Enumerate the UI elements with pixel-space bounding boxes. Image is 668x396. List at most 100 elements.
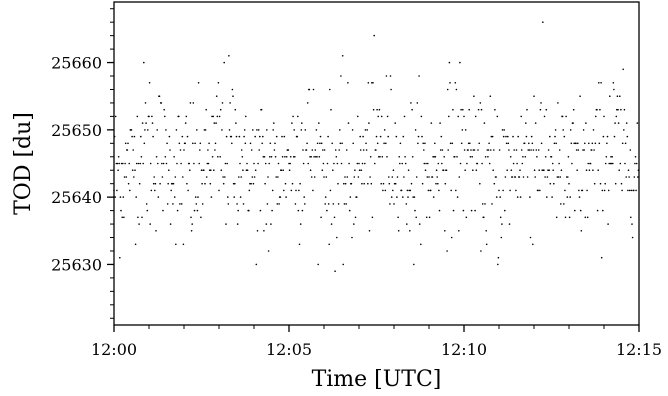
- data-point: [490, 149, 492, 151]
- data-point: [467, 142, 470, 145]
- data-point: [399, 142, 402, 145]
- data-point: [578, 189, 580, 192]
- y-tick-label: 25640: [51, 188, 102, 207]
- data-point: [269, 156, 271, 158]
- data-point: [426, 176, 429, 178]
- data-point: [528, 149, 531, 151]
- data-point: [323, 149, 326, 151]
- data-point: [516, 196, 519, 198]
- data-point: [161, 176, 164, 178]
- data-point: [551, 196, 553, 198]
- data-point: [586, 189, 588, 192]
- data-point: [537, 149, 540, 151]
- data-point: [235, 122, 237, 124]
- data-point: [362, 135, 364, 138]
- data-point: [176, 209, 179, 212]
- data-point: [441, 149, 444, 151]
- data-point: [504, 176, 507, 178]
- data-point: [290, 189, 293, 192]
- data-point: [512, 162, 515, 165]
- data-point: [144, 129, 146, 131]
- data-point: [270, 223, 272, 225]
- data-point: [397, 216, 399, 219]
- data-point: [118, 162, 120, 165]
- data-point: [162, 209, 164, 212]
- data-point: [518, 176, 521, 178]
- data-point: [377, 115, 380, 118]
- data-point: [636, 122, 639, 124]
- data-point: [333, 162, 335, 165]
- data-point: [438, 209, 441, 212]
- data-point: [383, 129, 386, 131]
- data-point: [413, 263, 415, 266]
- data-point: [456, 196, 459, 198]
- data-point: [190, 216, 192, 219]
- data-point: [172, 182, 175, 185]
- data-point: [138, 182, 141, 185]
- data-point: [634, 162, 636, 165]
- data-point: [125, 176, 128, 178]
- x-axis-label: Time [UTC]: [312, 367, 442, 392]
- data-point: [459, 61, 461, 64]
- data-point: [409, 230, 411, 232]
- data-point: [520, 115, 522, 118]
- data-point: [481, 162, 483, 165]
- data-point: [332, 169, 334, 171]
- data-point: [511, 176, 514, 178]
- data-point: [175, 129, 178, 131]
- data-point: [592, 169, 594, 171]
- data-point: [207, 162, 210, 165]
- data-point: [263, 230, 265, 232]
- data-point: [164, 156, 167, 158]
- data-point: [530, 149, 532, 151]
- data-point: [371, 82, 373, 84]
- data-point: [580, 230, 583, 232]
- data-point: [543, 169, 545, 171]
- data-point: [218, 115, 221, 118]
- data-point: [412, 196, 415, 198]
- data-point: [450, 189, 453, 192]
- data-point: [301, 209, 304, 212]
- data-point: [364, 129, 367, 131]
- data-point: [297, 115, 299, 118]
- data-point: [224, 176, 226, 178]
- data-point: [188, 162, 190, 165]
- data-point: [116, 189, 118, 192]
- data-point: [219, 108, 222, 111]
- data-point: [299, 223, 302, 225]
- data-point: [330, 108, 332, 111]
- data-point: [470, 209, 473, 212]
- data-point: [615, 115, 618, 118]
- data-point: [614, 122, 616, 124]
- data-point: [487, 149, 490, 151]
- data-point: [329, 88, 331, 91]
- data-point: [576, 169, 578, 171]
- data-point: [138, 223, 140, 225]
- data-point: [212, 115, 214, 118]
- data-point: [219, 156, 221, 158]
- data-point: [208, 142, 210, 145]
- data-point: [184, 122, 187, 124]
- data-point: [248, 209, 250, 212]
- data-point: [586, 216, 589, 219]
- data-point: [507, 135, 509, 138]
- data-point: [535, 149, 538, 151]
- data-point: [524, 156, 527, 158]
- data-point: [415, 176, 418, 178]
- data-point: [334, 270, 336, 273]
- data-point: [407, 169, 410, 171]
- data-point: [493, 149, 495, 151]
- data-point: [288, 169, 291, 171]
- data-point: [369, 176, 371, 178]
- data-point: [166, 142, 168, 145]
- data-point: [198, 162, 200, 165]
- data-point: [312, 189, 314, 192]
- data-point: [215, 95, 218, 97]
- data-point: [410, 182, 413, 185]
- data-point: [390, 88, 392, 91]
- data-point: [305, 149, 308, 151]
- data-point: [246, 169, 249, 171]
- data-point: [154, 182, 157, 185]
- data-point: [410, 102, 412, 104]
